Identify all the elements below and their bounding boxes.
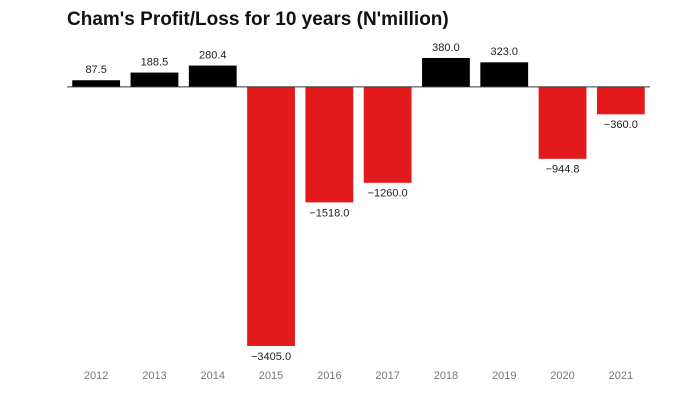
value-label: −360.0 (604, 119, 638, 131)
bar (363, 86, 412, 183)
x-tick-label: 2012 (84, 370, 108, 382)
x-tick-label: 2018 (434, 370, 458, 382)
chart-title: Cham's Profit/Loss for 10 years (N'milli… (67, 9, 449, 30)
x-tick-label: 2020 (550, 370, 574, 382)
value-label: −1518.0 (309, 207, 349, 219)
bar (130, 72, 179, 87)
x-tick-label: 2021 (609, 370, 633, 382)
value-label: −1260.0 (368, 188, 408, 200)
bar (188, 65, 237, 87)
bar (480, 62, 529, 87)
x-tick-label: 2015 (259, 370, 283, 382)
bar (422, 58, 470, 87)
value-label: 380.0 (432, 42, 460, 54)
value-label: 323.0 (490, 46, 518, 58)
x-tick-label: 2014 (201, 370, 225, 382)
value-label: 280.4 (199, 49, 227, 61)
bar (596, 86, 645, 115)
bar (538, 86, 587, 159)
value-label: −944.8 (546, 164, 580, 176)
bar (72, 80, 121, 87)
value-label: 87.5 (85, 64, 106, 76)
bar (247, 86, 295, 347)
bar (305, 86, 354, 203)
value-label: 188.5 (141, 56, 169, 68)
x-tick-label: 2013 (142, 370, 166, 382)
x-tick-label: 2017 (375, 370, 399, 382)
value-label: −3405.0 (251, 351, 291, 363)
x-tick-label: 2016 (317, 370, 341, 382)
x-tick-label: 2019 (492, 370, 516, 382)
